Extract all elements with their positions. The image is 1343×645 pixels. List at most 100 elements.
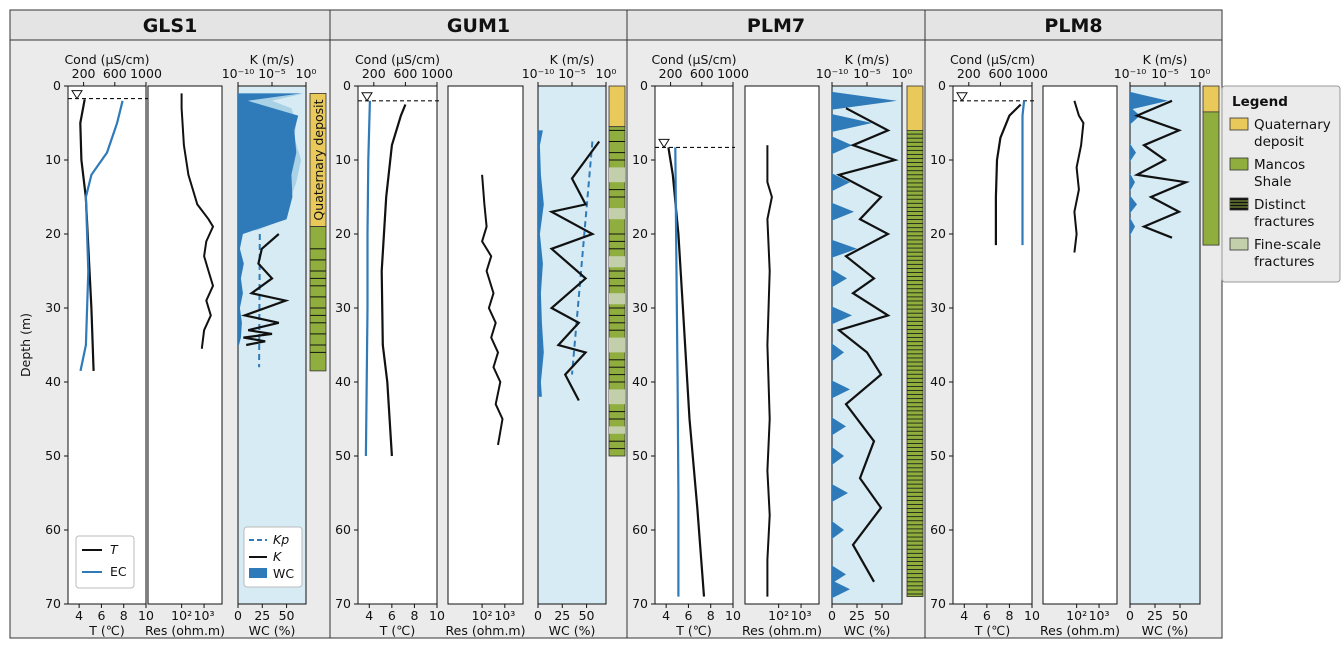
x-tick-label: 10⁻⁵ <box>1151 66 1179 81</box>
ec-line <box>674 147 680 597</box>
lithology-interval <box>906 129 924 598</box>
y-tick-label: 20 <box>930 226 946 241</box>
x-tick-label: 1000 <box>1016 66 1048 81</box>
panel-title: GUM1 <box>447 15 510 37</box>
y-tick-label: 70 <box>45 596 61 611</box>
y-tick-label: 30 <box>45 300 61 315</box>
y-axis-label: Depth (m) <box>18 313 33 377</box>
y-tick-label: 0 <box>640 78 648 93</box>
x-tick-label: 8 <box>410 608 418 623</box>
x-tick-label: 8 <box>1005 608 1013 623</box>
resistivity-track <box>447 85 524 605</box>
legend-item-label: Fine-scale fractures <box>1254 237 1321 270</box>
x-tick-label: 50 <box>279 608 295 623</box>
x-tick-label: 10² <box>1066 608 1087 623</box>
legend-swatch-box <box>1229 117 1249 131</box>
lithology-column <box>1202 85 1220 246</box>
panel-gls1: GLS1 0 10 20 30 40 50 60 70 4 6 8 10 T (℃) 200 600 1000C… <box>9 9 331 639</box>
x-axis-label-temperature: T (℃) <box>974 623 1010 638</box>
temp-ec-track <box>357 85 438 605</box>
k-line <box>835 107 899 583</box>
x-tick-label: 4 <box>960 608 968 623</box>
x-axis-label-wc: WC (%) <box>249 623 296 638</box>
k-line <box>548 140 601 402</box>
x-tick-label: 1000 <box>421 66 453 81</box>
x-tick-label: 0 <box>828 608 836 623</box>
y-tick-label: 50 <box>930 448 946 463</box>
ec-line <box>1021 100 1026 246</box>
resistivity-line <box>180 93 215 349</box>
water-table-marker <box>956 92 968 102</box>
water-table-marker <box>71 90 83 100</box>
x-tick-label: 6 <box>684 608 692 623</box>
y-tick-label: 50 <box>632 448 648 463</box>
legend-label-kp: Kp <box>273 532 289 547</box>
legend-swatch <box>1229 157 1249 171</box>
legend-label-k: K <box>273 549 283 564</box>
ec-line <box>364 100 371 457</box>
wc-peak <box>1130 143 1136 162</box>
x-tick-label: 6 <box>388 608 396 623</box>
x-tick-label: 10⁻¹⁰ <box>222 66 255 81</box>
y-tick-label: 40 <box>45 374 61 389</box>
resistivity-line <box>1073 100 1085 253</box>
y-tick-label: 0 <box>53 78 61 93</box>
temperature-line <box>79 99 95 371</box>
water-table-marker <box>658 138 670 149</box>
wc-peak <box>832 447 844 465</box>
x-tick-label: 25 <box>849 608 865 623</box>
x-tick-label: 10⁻⁵ <box>853 66 881 81</box>
y-tick-label: 0 <box>343 78 351 93</box>
wc-peak <box>832 239 857 258</box>
wc-peak <box>832 521 844 539</box>
y-tick-label: 60 <box>632 522 648 537</box>
panel-title-bar <box>924 9 1223 41</box>
wc-k-track <box>831 85 903 605</box>
lithology-interval <box>1202 85 1220 113</box>
x-axis-label-k: K (m/s) <box>550 52 595 67</box>
x-tick-label: 10² <box>171 608 192 623</box>
x-tick-label: 10 <box>1024 608 1040 623</box>
legend-box <box>75 535 135 589</box>
wc-peak <box>832 202 854 221</box>
temp-ec-track <box>654 85 734 605</box>
y-tick-label: 60 <box>930 522 946 537</box>
x-tick-label: 25 <box>554 608 570 623</box>
wc-peak <box>1130 91 1168 110</box>
y-tick-label: 10 <box>930 152 946 167</box>
y-tick-label: 40 <box>335 374 351 389</box>
x-tick-label: 10³ <box>194 608 215 623</box>
resistivity-track <box>744 85 820 605</box>
lithology-interval <box>1202 111 1220 246</box>
fine-fracture-zone <box>609 389 625 405</box>
y-tick-label: 10 <box>335 152 351 167</box>
x-axis-label-resistivity: Res (ohm.m) <box>446 623 526 638</box>
wc-peak <box>832 380 850 399</box>
y-tick-label: 70 <box>930 596 946 611</box>
x-tick-label: 10 <box>429 608 445 623</box>
wc-k-legend: Kp K WC <box>243 526 303 588</box>
x-axis-label-temperature: T (℃) <box>675 623 711 638</box>
water-table-marker <box>361 92 373 102</box>
panel-plm7: PLM7 0 10 20 30 40 50 60 70 4 6 8 10 T (℃) 200 600 1000C… <box>626 9 926 639</box>
fine-fracture-zone <box>609 337 625 353</box>
x-axis-label-temperature: T (℃) <box>88 623 124 638</box>
y-tick-label: 60 <box>45 522 61 537</box>
x-tick-label: 6 <box>97 608 105 623</box>
y-tick-label: 30 <box>930 300 946 315</box>
x-tick-label: 200 <box>362 66 386 81</box>
x-tick-label: 10² <box>768 608 789 623</box>
x-tick-label: 10⁻¹⁰ <box>816 66 849 81</box>
x-axis-label-resistivity: Res (ohm.m) <box>1040 623 1120 638</box>
x-tick-label: 4 <box>662 608 670 623</box>
x-tick-label: 25 <box>1147 608 1163 623</box>
y-tick-label: 0 <box>938 78 946 93</box>
lithology-legend: Legend Quaternary deposit Mancos Shale Distin… <box>1221 85 1341 283</box>
x-tick-label: 10⁻¹⁰ <box>1114 66 1147 81</box>
x-axis-label-temperature: T (℃) <box>379 623 415 638</box>
k-line <box>1133 99 1191 239</box>
k-line <box>240 233 290 347</box>
temperature-line <box>994 103 1022 246</box>
x-tick-label: 10⁰ <box>892 66 913 81</box>
